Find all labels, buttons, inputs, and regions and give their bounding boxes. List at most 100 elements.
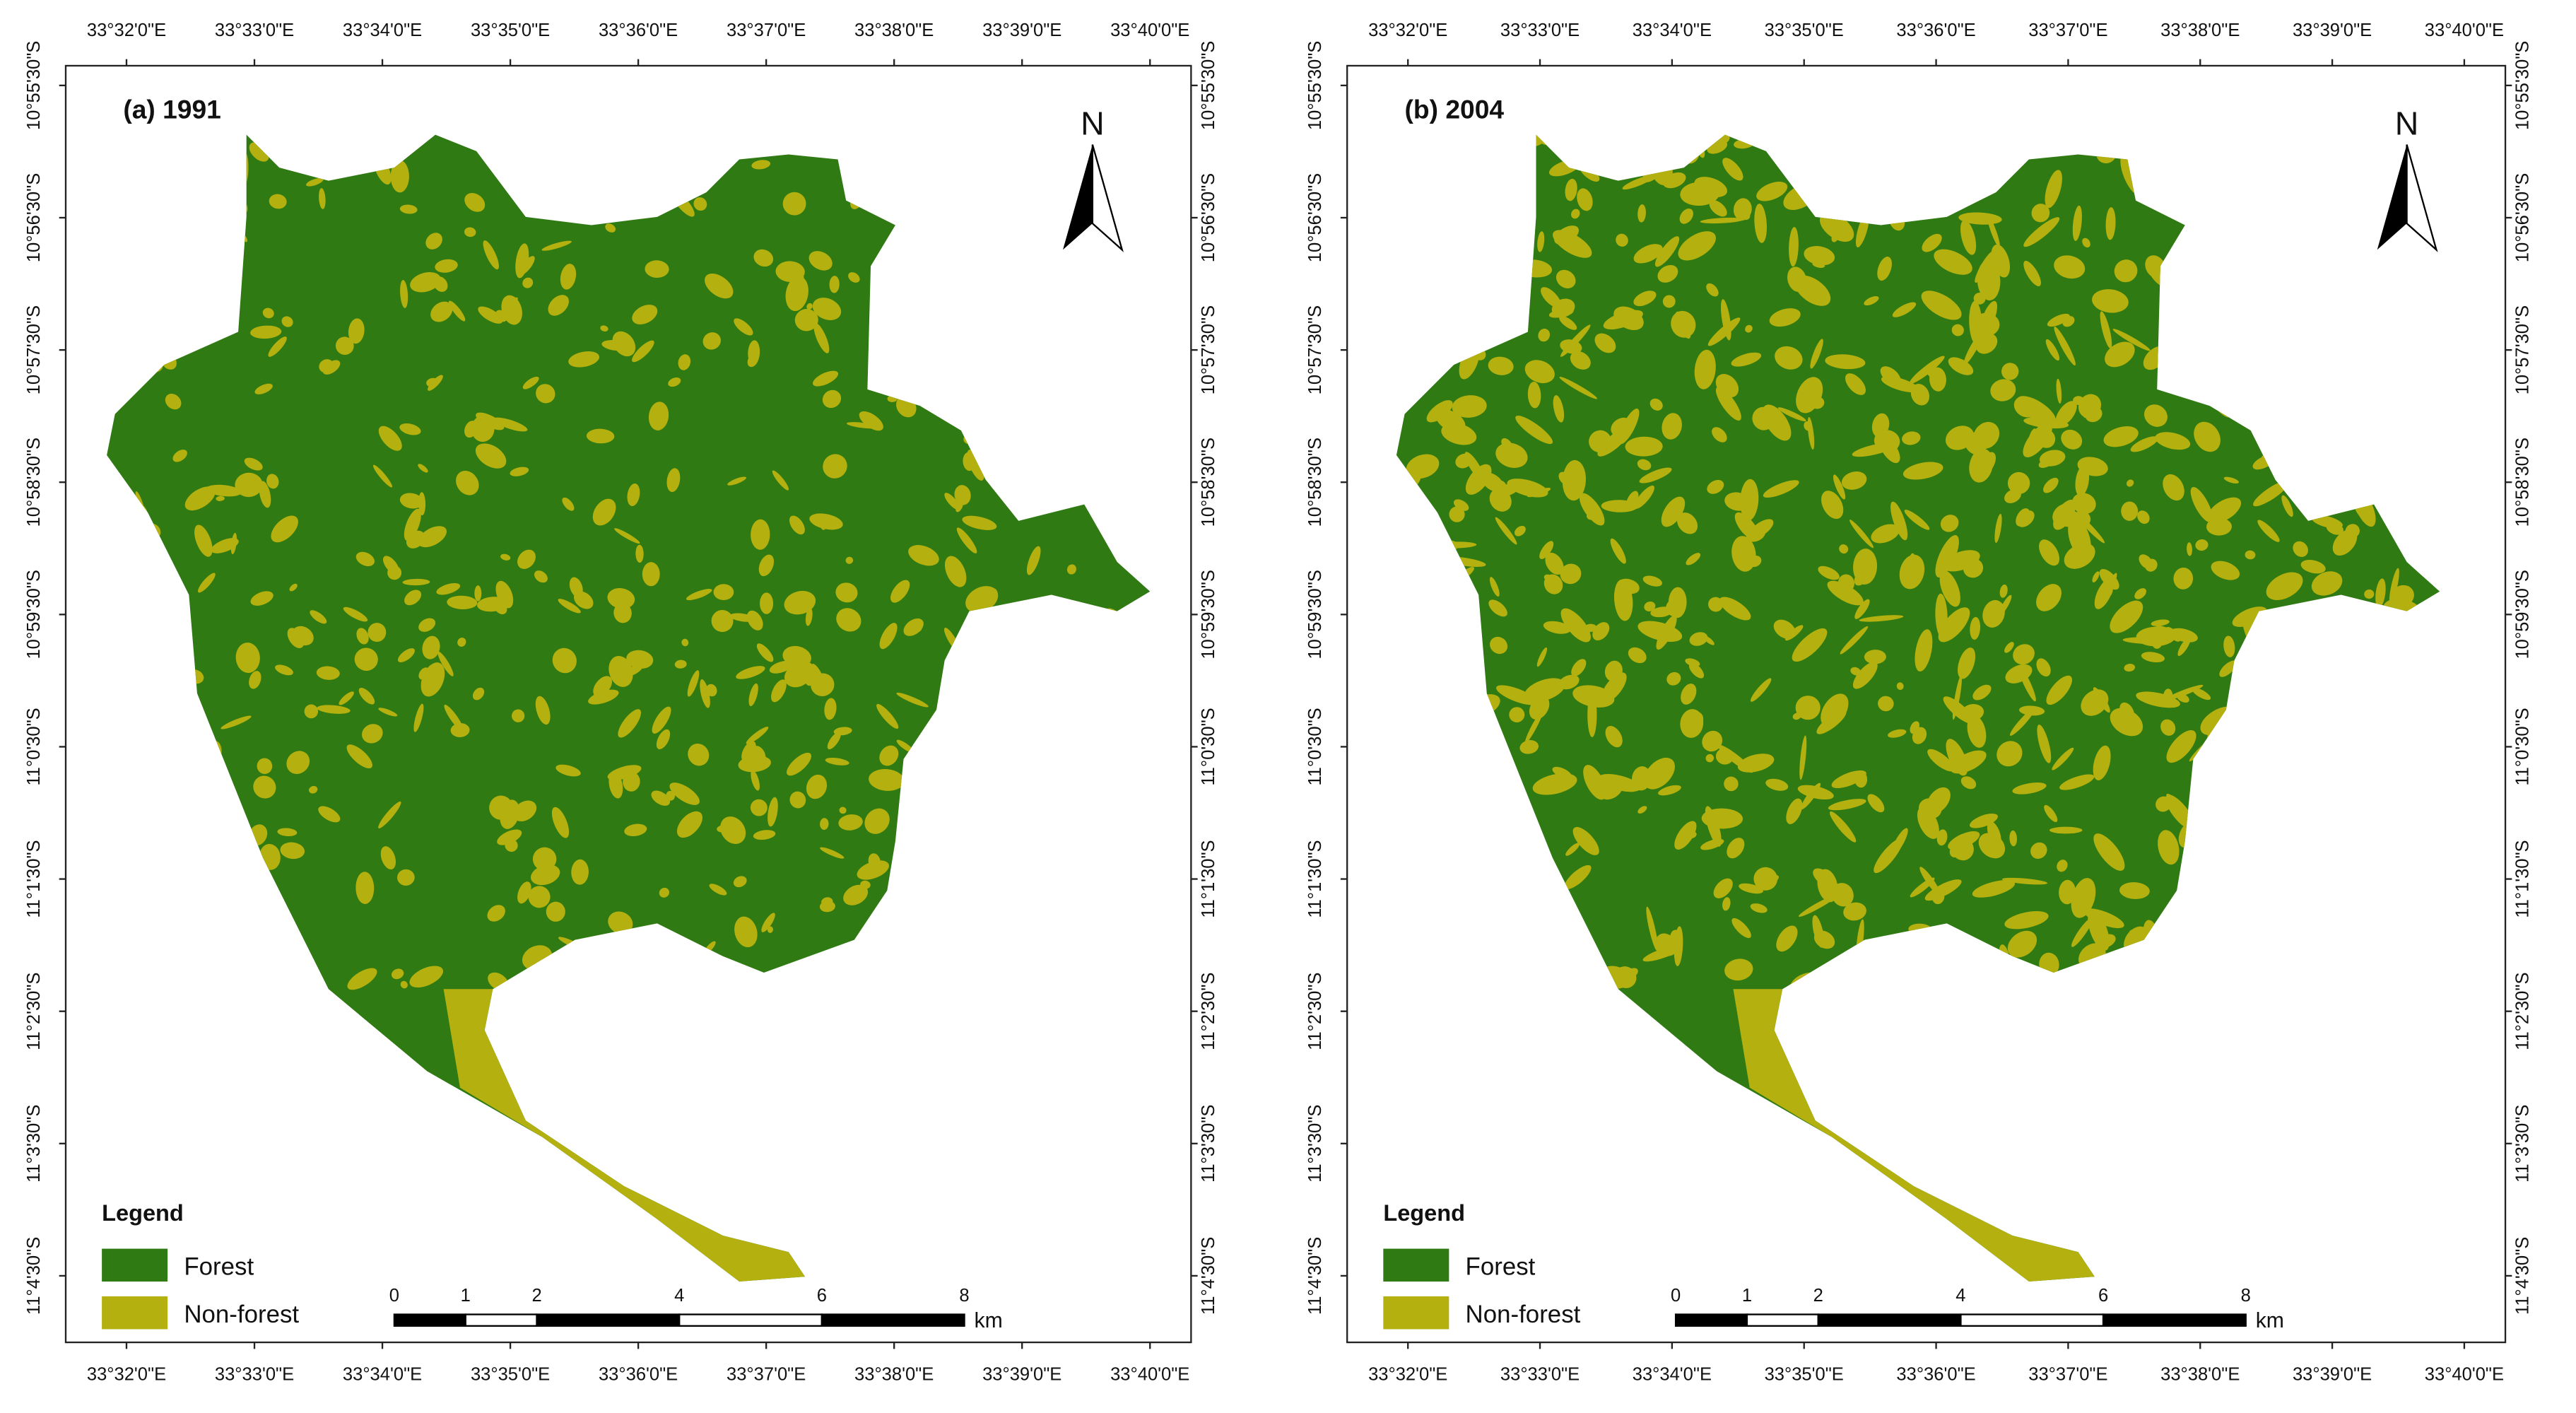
- patch: [428, 375, 443, 391]
- patch: [1924, 365, 1938, 381]
- patch: [510, 467, 529, 476]
- patch: [787, 752, 811, 776]
- patch: [848, 272, 860, 283]
- patch: [876, 703, 899, 729]
- patch: [2018, 665, 2036, 702]
- patch: [2023, 217, 2060, 247]
- patch: [2001, 877, 2048, 885]
- patch: [500, 553, 511, 561]
- right-label: 10°58'30"S: [2513, 438, 2533, 527]
- patch: [1583, 765, 1606, 800]
- patch: [346, 744, 372, 768]
- left-label: 10°58'30"S: [1305, 438, 1325, 527]
- patch: [1488, 599, 1507, 617]
- patch: [1465, 464, 1492, 495]
- legend-swatch: [1383, 1296, 1449, 1330]
- patch: [1799, 735, 1807, 780]
- patch: [686, 589, 712, 601]
- patch: [1904, 510, 1930, 530]
- patch: [806, 774, 828, 799]
- patch: [2122, 637, 2168, 644]
- bottom-label: 33°34'0"E: [343, 1365, 422, 1385]
- patch: [1972, 684, 1992, 700]
- patch: [1792, 628, 1828, 662]
- patch: [751, 519, 770, 550]
- patch: [1560, 324, 1591, 357]
- patch: [2052, 747, 2074, 770]
- patch: [310, 610, 327, 624]
- patch: [1821, 491, 1844, 520]
- patch: [271, 515, 298, 543]
- patch: [1675, 311, 1691, 339]
- patch: [172, 450, 187, 462]
- patch: [1938, 607, 1970, 643]
- patch: [1628, 647, 1647, 664]
- patch: [235, 643, 260, 674]
- patch: [2071, 493, 2096, 515]
- patch: [277, 828, 298, 837]
- patch: [1662, 420, 1675, 431]
- patch: [1934, 249, 1972, 275]
- scale-label: 2: [1813, 1286, 1823, 1306]
- patch: [1951, 324, 1964, 336]
- patch: [1756, 182, 1788, 201]
- patch: [1489, 577, 1500, 597]
- patch: [399, 493, 423, 509]
- bottom-label: 33°35'0"E: [471, 1365, 550, 1385]
- patch: [1694, 349, 1716, 389]
- patch: [2145, 558, 2158, 572]
- patch: [418, 667, 430, 680]
- left-label: 11°1'30"S: [1305, 840, 1325, 917]
- patch: [391, 968, 404, 980]
- patch: [2293, 541, 2308, 557]
- patch: [1642, 575, 1663, 587]
- patch: [1524, 710, 1543, 744]
- patch: [2046, 675, 2073, 705]
- patch: [624, 823, 647, 837]
- patch: [846, 422, 878, 429]
- bottom-label: 33°39'0"E: [2293, 1365, 2372, 1385]
- patch: [2141, 652, 2165, 663]
- patch: [1812, 915, 1825, 948]
- patch: [1700, 217, 1744, 224]
- patch: [656, 729, 671, 750]
- top-label: 33°37'0"E: [2028, 20, 2107, 40]
- patch: [1980, 452, 1996, 474]
- top-label: 33°34'0"E: [1633, 20, 1712, 40]
- patch: [1874, 838, 1903, 874]
- patch: [517, 549, 536, 569]
- patch: [2163, 474, 2184, 501]
- patch: [2155, 432, 2191, 450]
- patch: [1786, 798, 1803, 824]
- patch: [2124, 663, 2136, 672]
- legend-title: Legend: [102, 1200, 184, 1226]
- patch: [1560, 608, 1591, 643]
- patch: [568, 351, 600, 368]
- patch: [1548, 308, 1574, 318]
- patch: [782, 192, 806, 216]
- patch: [2085, 406, 2102, 423]
- patch: [2092, 571, 2100, 582]
- patch: [2036, 658, 2051, 677]
- right-label: 10°57'30"S: [2513, 305, 2533, 394]
- patch: [378, 708, 398, 717]
- patch: [1831, 883, 1854, 907]
- patch: [592, 498, 616, 526]
- patch: [857, 860, 889, 880]
- patch: [2375, 578, 2386, 608]
- left-label: 11°3'30"S: [24, 1105, 44, 1183]
- patch: [355, 872, 375, 904]
- patch: [827, 732, 841, 750]
- patch: [1559, 315, 1577, 330]
- patch: [2073, 396, 2084, 406]
- scale-segment: [1746, 1313, 1819, 1327]
- top-label: 33°38'0"E: [2160, 20, 2240, 40]
- right-label: 11°3'30"S: [2513, 1105, 2533, 1183]
- patch: [1940, 515, 1959, 532]
- patch: [1720, 299, 1731, 341]
- right-label: 11°1'30"S: [2513, 840, 2533, 917]
- patch: [356, 628, 369, 645]
- patch: [1918, 798, 1942, 819]
- patch: [711, 609, 734, 633]
- patch: [1740, 479, 1759, 521]
